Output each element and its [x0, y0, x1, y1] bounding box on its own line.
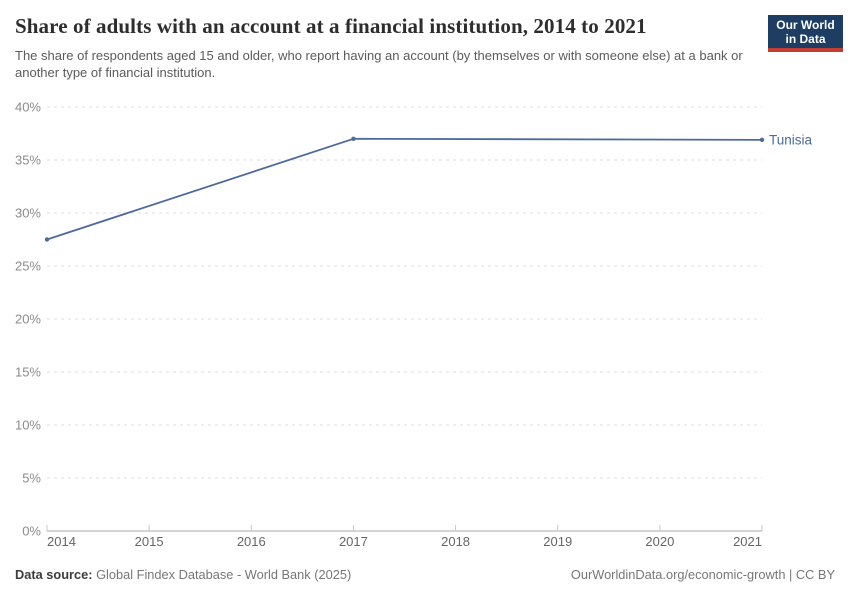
data-source: Data source: Global Findex Database - Wo…	[15, 567, 351, 582]
y-tick-label: 25%	[15, 259, 41, 274]
x-tick-label: 2017	[339, 534, 368, 549]
x-tick-label: 2016	[237, 534, 266, 549]
x-tick-label: 2021	[733, 534, 762, 549]
y-tick-label: 40%	[15, 100, 41, 115]
y-tick-label: 0%	[22, 524, 41, 539]
data-point[interactable]	[351, 136, 356, 141]
x-tick-label: 2014	[47, 534, 76, 549]
chart-subtitle: The share of respondents aged 15 and old…	[15, 48, 743, 80]
owid-logo[interactable]: Our World in Data	[768, 15, 843, 52]
x-tick-label: 2015	[135, 534, 164, 549]
y-tick-label: 20%	[15, 312, 41, 327]
series-label[interactable]: Tunisia	[769, 132, 813, 147]
chart-title: Share of adults with an account at a fin…	[15, 14, 647, 38]
data-point[interactable]	[44, 237, 50, 242]
series-line[interactable]	[46, 137, 763, 241]
data-source-text: Global Findex Database - World Bank (202…	[96, 567, 352, 582]
y-tick-label: 10%	[15, 418, 41, 433]
y-tick-label: 5%	[22, 471, 41, 486]
owid-logo-line1: Our World	[776, 18, 835, 32]
data-point[interactable]	[759, 137, 765, 143]
owid-logo-line2: in Data	[785, 32, 826, 46]
y-tick-label: 15%	[15, 365, 41, 380]
x-tick-label: 2018	[441, 534, 470, 549]
x-tick-label: 2019	[543, 534, 572, 549]
y-tick-label: 30%	[15, 206, 41, 221]
x-tick-label: 2020	[645, 534, 674, 549]
footer-link[interactable]: OurWorldinData.org/economic-growth | CC …	[570, 567, 835, 582]
data-source-label: Data source:	[15, 567, 93, 582]
y-tick-label: 35%	[15, 153, 41, 168]
